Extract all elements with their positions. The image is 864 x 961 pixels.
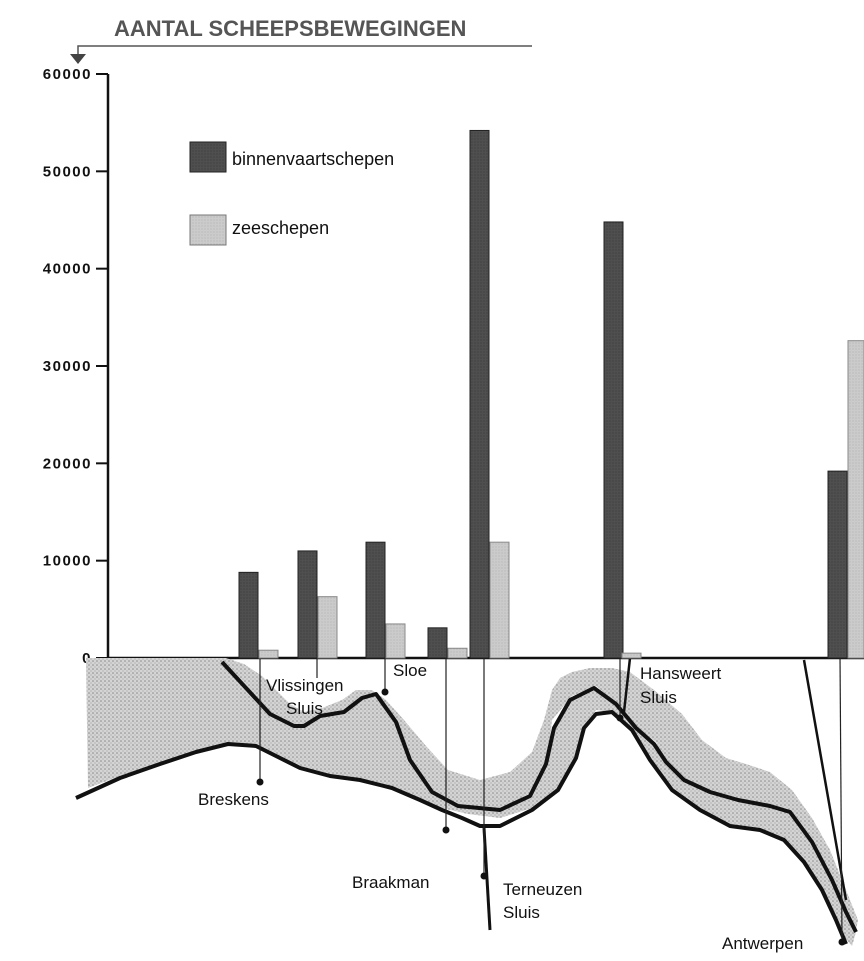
y-tick-label: 20000 [43,455,92,472]
bar-binnenvaartschepen-0 [238,571,259,659]
bar-zeeschepen-3 [447,647,468,659]
hansweert-canal [622,657,632,713]
south-shore [75,710,848,945]
chart-title: AANTAL SCHEEPSBEWEGINGEN [114,16,466,41]
bar-binnenvaartschepen-6 [827,470,848,659]
title-arrow-icon [70,54,86,64]
westerschelde-map [75,657,858,946]
estuary-water-body [86,662,856,946]
bar-binnenvaartschepen-3 [427,627,448,659]
legend-label-binnenvaartschepen: binnenvaartschepen [232,149,394,169]
y-tick-label: 50000 [43,163,92,180]
marker-breskens [256,778,264,786]
bar-zeeschepen-4 [489,541,510,659]
legend-label-zeeschepen: zeeschepen [232,218,329,238]
y-tick-label: 40000 [43,261,92,278]
label-vlissingen: Vlissingen [266,676,344,695]
terneuzen-canal [482,827,492,931]
label-hansweert: Hansweert [640,664,722,683]
marker-sloe [381,688,389,696]
marker-terneuzen [480,872,488,880]
place-labels: Vlissingen Sluis Sloe Hansweert Sluis Br… [198,661,803,953]
marker-hansweert [616,714,624,722]
connectors [259,655,843,941]
marker-antwerpen [838,938,846,946]
connector-antwerpen [839,655,843,941]
label-breskens: Breskens [198,790,269,809]
antwerp-channel [802,659,848,901]
legend-swatch-zeeschepen [189,214,227,246]
bar-binnenvaartschepen-1 [297,550,318,659]
y-tick-label: 30000 [43,358,92,375]
legend-swatch-binnenvaartschepen [189,141,227,173]
bar-zeeschepen-2 [385,623,406,659]
label-antwerpen: Antwerpen [722,934,803,953]
bar-zeeschepen-6 [847,340,864,659]
label-sloe: Sloe [393,661,427,680]
bar-binnenvaartschepen-2 [365,541,386,659]
title-bracket [77,45,532,54]
label-vlissingen-sluis: Sluis [286,699,323,718]
bar-zeeschepen-5 [621,652,642,659]
y-tick-label: 60000 [43,66,92,83]
bar-zeeschepen-0 [258,649,279,659]
bar-binnenvaartschepen-4 [469,129,490,659]
north-shore [220,660,858,933]
place-markers [256,688,846,946]
label-terneuzen: Terneuzen [503,880,582,899]
label-terneuzen-sluis: Sluis [503,903,540,922]
marker-braakman [442,826,450,834]
bar-binnenvaartschepen-5 [603,221,624,659]
label-braakman: Braakman [352,873,429,892]
legend: binnenvaartschepen zeeschepen [189,141,394,246]
label-hansweert-sluis: Sluis [640,688,677,707]
y-tick-label: 10000 [43,553,92,570]
bar-zeeschepen-1 [317,596,338,659]
estuary-water [86,658,858,930]
